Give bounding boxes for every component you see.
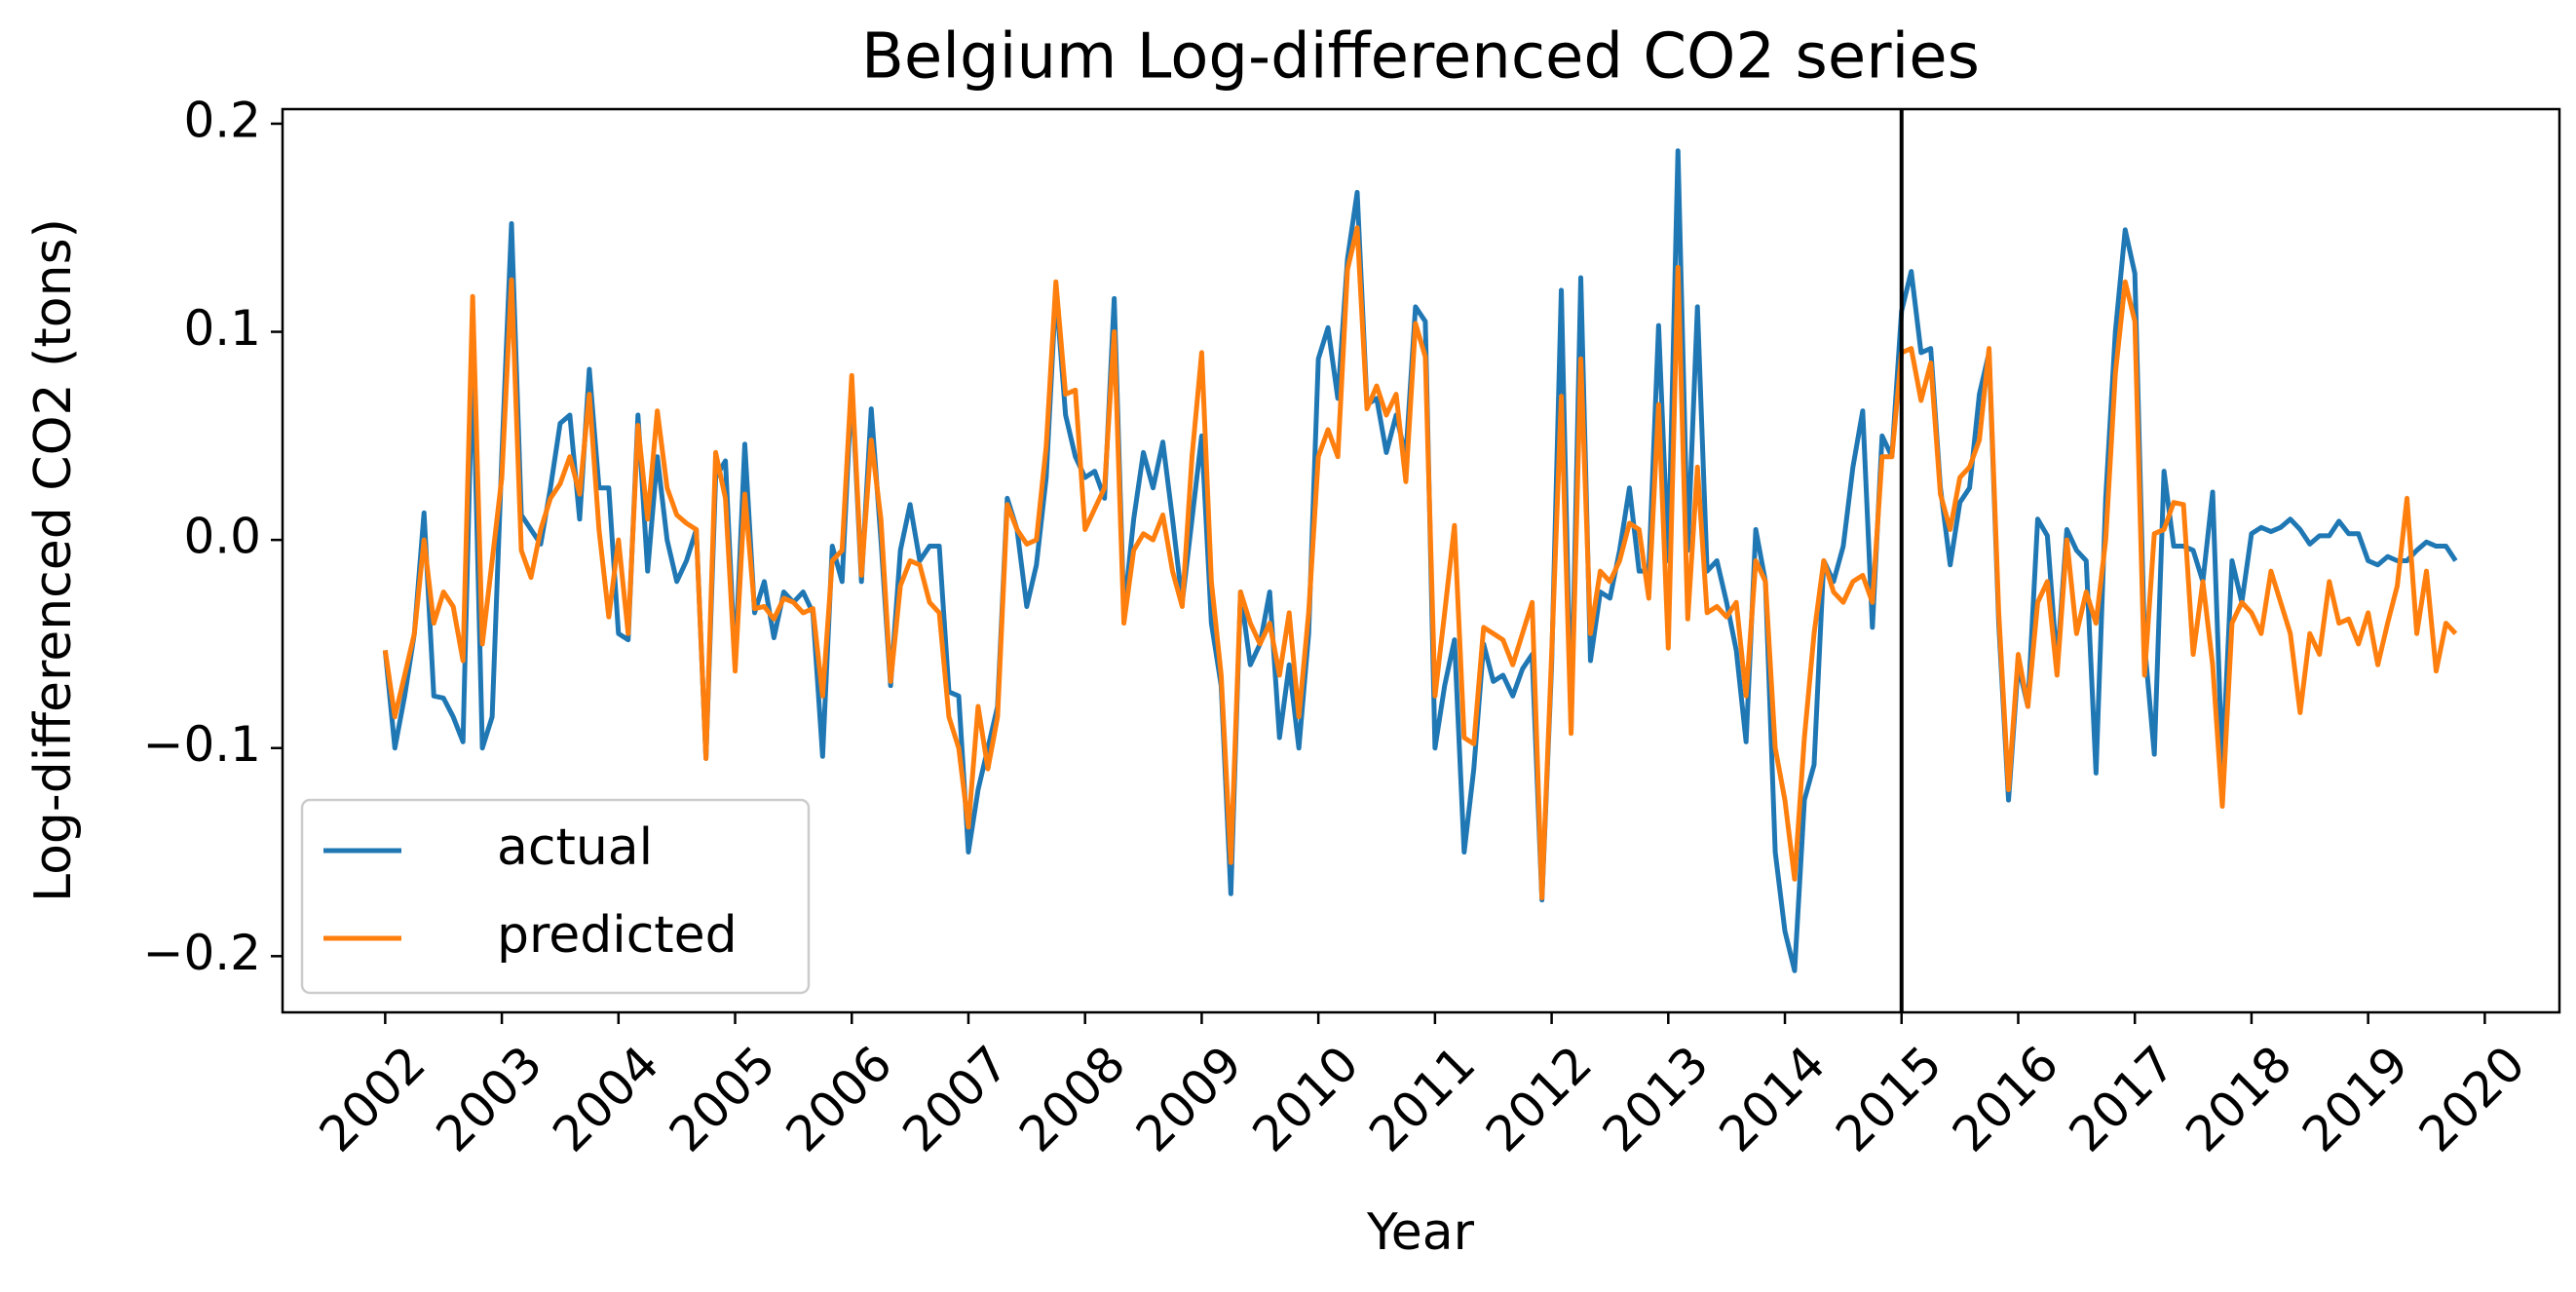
legend-label: predicted — [497, 906, 738, 965]
x-axis-label: Year — [1366, 1203, 1475, 1262]
y-tick-label: 0.0 — [183, 509, 261, 565]
y-tick-label: −0.1 — [143, 716, 261, 773]
legend: actual predicted — [300, 798, 811, 995]
y-axis-label: Log-differenced CO2 (tons) — [24, 218, 83, 902]
plot-area — [382, 148, 2458, 973]
legend-box — [300, 798, 811, 995]
y-tick-label: 0.1 — [183, 300, 261, 357]
y-tick-label: 0.2 — [183, 92, 261, 148]
chart-title: Belgium Log-differenced CO2 series — [861, 21, 1980, 94]
legend-label: actual — [497, 818, 653, 877]
plot-frame — [281, 107, 2561, 1014]
line-series — [382, 225, 2458, 901]
y-tick-label: −0.2 — [143, 925, 261, 981]
